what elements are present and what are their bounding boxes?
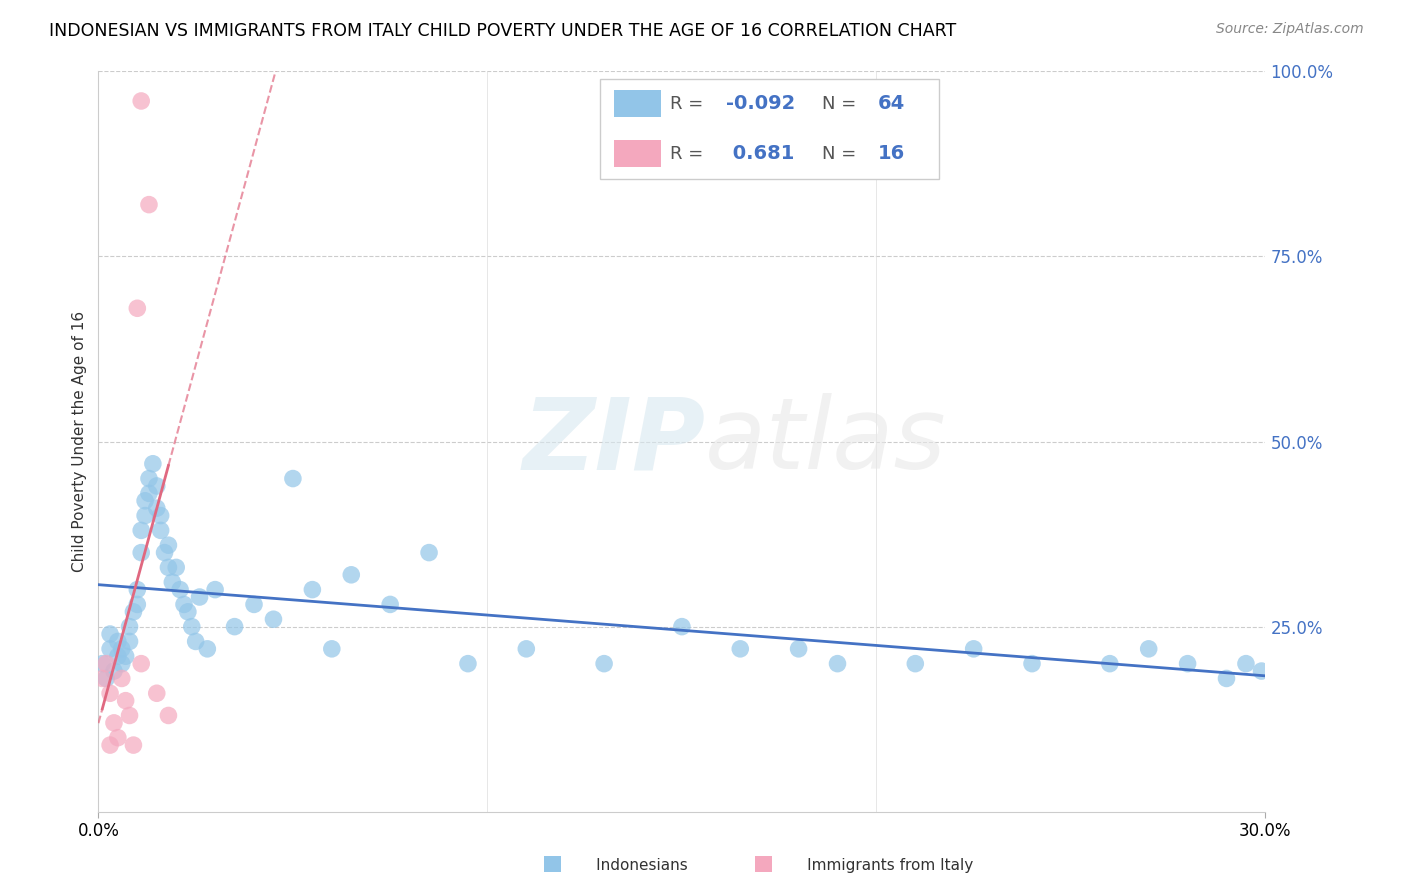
Point bbox=[96, 657, 118, 671]
Point bbox=[1250, 664, 1272, 678]
Point bbox=[195, 641, 218, 656]
Point bbox=[671, 619, 693, 633]
Point bbox=[180, 619, 202, 633]
Point bbox=[418, 546, 440, 560]
Text: N =: N = bbox=[823, 145, 862, 162]
Point bbox=[107, 634, 129, 648]
Point bbox=[129, 657, 152, 671]
Y-axis label: Child Poverty Under the Age of 16: Child Poverty Under the Age of 16 bbox=[72, 311, 87, 572]
Point bbox=[457, 657, 479, 671]
Point bbox=[146, 479, 169, 493]
Point bbox=[380, 598, 402, 612]
Text: R =: R = bbox=[671, 95, 709, 112]
Point bbox=[129, 546, 152, 560]
Point bbox=[340, 567, 363, 582]
Bar bbox=[614, 140, 661, 168]
Point bbox=[138, 486, 160, 500]
Point bbox=[165, 560, 187, 574]
Point bbox=[1234, 657, 1257, 671]
Point bbox=[962, 641, 984, 656]
Point bbox=[188, 590, 211, 604]
Point bbox=[122, 605, 145, 619]
Point bbox=[827, 657, 849, 671]
Point bbox=[515, 641, 537, 656]
Point bbox=[129, 94, 152, 108]
Point bbox=[173, 598, 195, 612]
Point bbox=[98, 686, 121, 700]
Text: INDONESIAN VS IMMIGRANTS FROM ITALY CHILD POVERTY UNDER THE AGE OF 16 CORRELATIO: INDONESIAN VS IMMIGRANTS FROM ITALY CHIL… bbox=[49, 22, 956, 40]
Point bbox=[243, 598, 266, 612]
Point bbox=[157, 560, 180, 574]
Point bbox=[149, 508, 172, 523]
Point bbox=[730, 641, 752, 656]
Point bbox=[1098, 657, 1121, 671]
Point bbox=[153, 546, 176, 560]
Point bbox=[103, 715, 125, 730]
Point bbox=[1137, 641, 1160, 656]
Point bbox=[98, 738, 121, 752]
Point bbox=[129, 524, 152, 538]
Point bbox=[1021, 657, 1043, 671]
Point bbox=[593, 657, 616, 671]
Text: 64: 64 bbox=[877, 95, 905, 113]
Point bbox=[114, 649, 136, 664]
Text: Indonesians: Indonesians bbox=[562, 858, 688, 872]
Point bbox=[157, 538, 180, 552]
Text: -0.092: -0.092 bbox=[727, 95, 796, 113]
Point bbox=[1215, 672, 1237, 686]
Text: ZIP: ZIP bbox=[522, 393, 706, 490]
Bar bbox=[614, 90, 661, 118]
Point bbox=[157, 708, 180, 723]
Point bbox=[127, 582, 149, 597]
Point bbox=[162, 575, 184, 590]
Point bbox=[142, 457, 165, 471]
Point bbox=[107, 731, 129, 745]
Point bbox=[138, 471, 160, 485]
Point bbox=[111, 641, 134, 656]
Point bbox=[118, 634, 141, 648]
Point bbox=[127, 598, 149, 612]
Point bbox=[111, 657, 134, 671]
Point bbox=[169, 582, 191, 597]
Text: atlas: atlas bbox=[706, 393, 946, 490]
Point bbox=[138, 197, 160, 211]
Point bbox=[321, 641, 343, 656]
Text: N =: N = bbox=[823, 95, 862, 112]
Point bbox=[98, 641, 121, 656]
Point bbox=[134, 508, 156, 523]
Text: 0.681: 0.681 bbox=[727, 145, 794, 163]
Point bbox=[98, 627, 121, 641]
Point bbox=[96, 672, 118, 686]
FancyBboxPatch shape bbox=[600, 78, 939, 178]
Point bbox=[224, 619, 246, 633]
Point bbox=[177, 605, 200, 619]
Point bbox=[262, 612, 284, 626]
Point bbox=[118, 708, 141, 723]
Point bbox=[134, 493, 156, 508]
Point bbox=[281, 471, 304, 485]
Point bbox=[114, 694, 136, 708]
Point bbox=[904, 657, 927, 671]
Point bbox=[122, 738, 145, 752]
Point bbox=[111, 672, 134, 686]
Text: R =: R = bbox=[671, 145, 709, 162]
Point bbox=[146, 501, 169, 516]
Text: 16: 16 bbox=[877, 145, 905, 163]
Point bbox=[204, 582, 226, 597]
Point bbox=[118, 619, 141, 633]
Point bbox=[146, 686, 169, 700]
Point bbox=[91, 672, 114, 686]
Point bbox=[103, 664, 125, 678]
Point bbox=[301, 582, 323, 597]
Text: Source: ZipAtlas.com: Source: ZipAtlas.com bbox=[1216, 22, 1364, 37]
Point bbox=[91, 657, 114, 671]
Point bbox=[107, 649, 129, 664]
Point bbox=[1177, 657, 1199, 671]
Text: Immigrants from Italy: Immigrants from Italy bbox=[773, 858, 973, 872]
Point bbox=[127, 301, 149, 316]
Point bbox=[149, 524, 172, 538]
Point bbox=[787, 641, 810, 656]
Point bbox=[184, 634, 207, 648]
